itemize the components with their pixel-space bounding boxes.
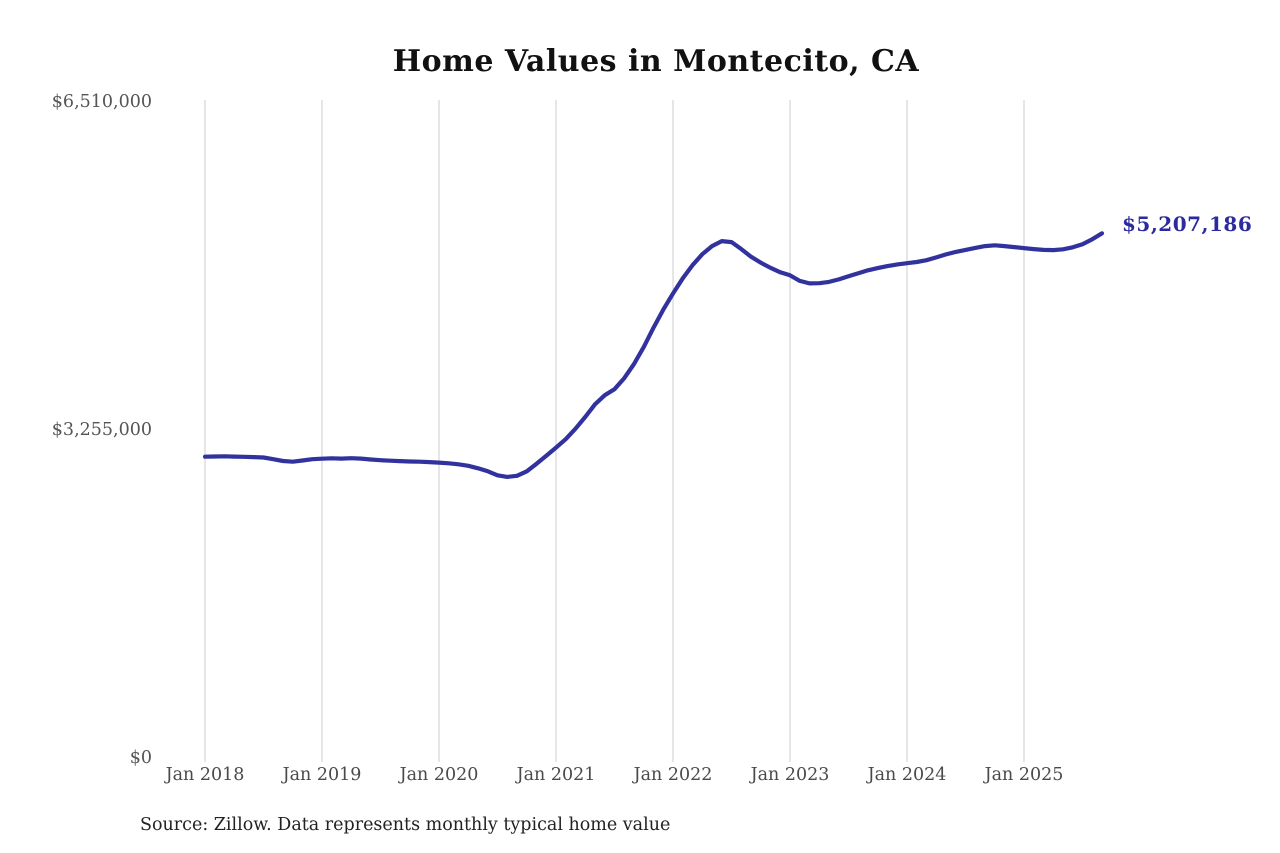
y-tick-label: $0 bbox=[129, 748, 152, 768]
home-value-line bbox=[202, 231, 1105, 479]
x-tick-label: Jan 2023 bbox=[750, 765, 830, 785]
y-tick-label: $6,510,000 bbox=[51, 92, 152, 112]
year-gridlines bbox=[204, 100, 1025, 762]
current-value-label: $5,207,186 bbox=[1122, 212, 1253, 237]
x-tick-label: Jan 2019 bbox=[282, 765, 362, 785]
x-tick-label: Jan 2020 bbox=[399, 765, 479, 785]
y-tick-label: $3,255,000 bbox=[51, 420, 152, 440]
x-tick-label: Jan 2024 bbox=[867, 765, 947, 785]
source-note: Source: Zillow. Data represents monthly … bbox=[140, 815, 671, 835]
x-tick-label: Jan 2021 bbox=[516, 765, 596, 785]
x-tick-label: Jan 2025 bbox=[984, 765, 1064, 785]
x-tick-label: Jan 2018 bbox=[165, 765, 245, 785]
x-tick-label: Jan 2022 bbox=[633, 765, 713, 785]
chart-title: Home Values in Montecito, CA bbox=[392, 44, 920, 79]
